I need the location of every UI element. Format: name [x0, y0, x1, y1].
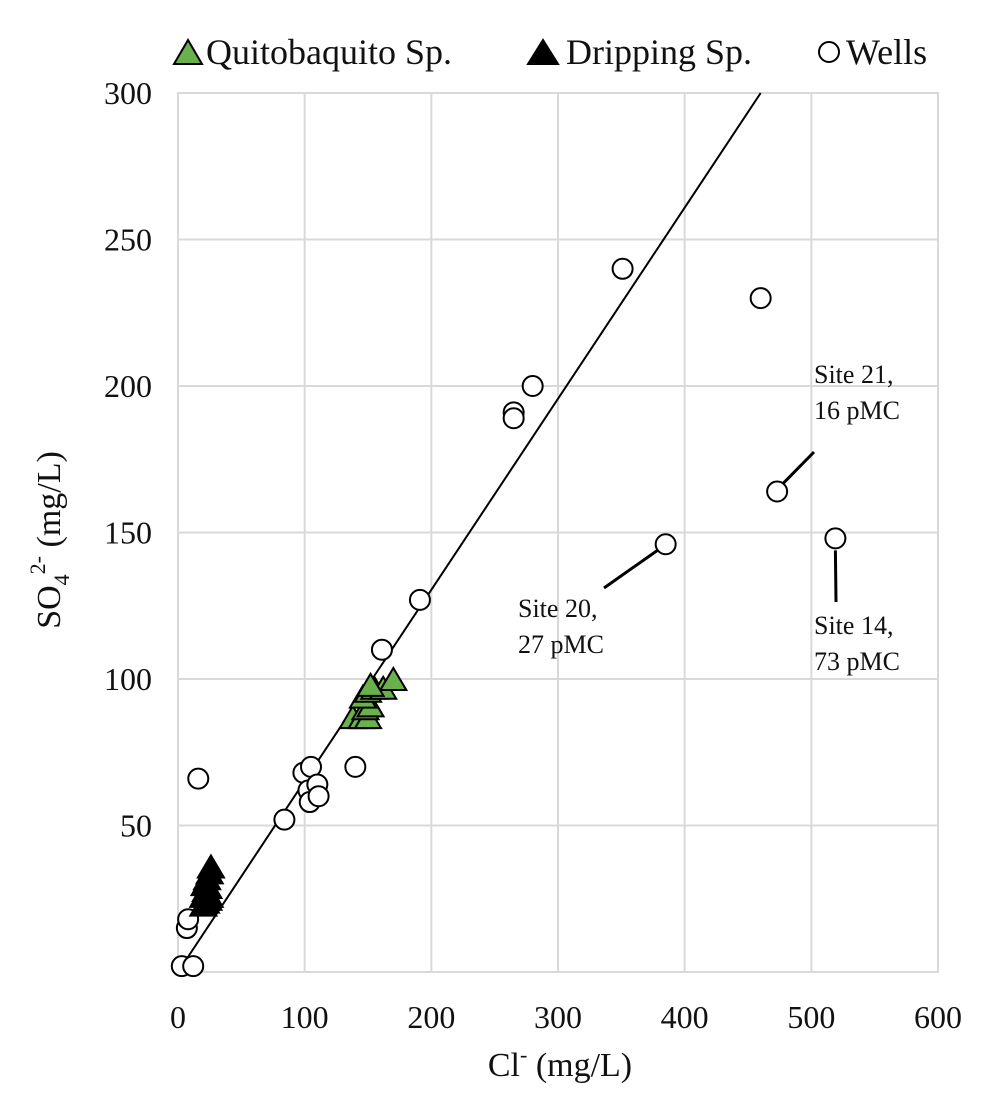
- annotation-label: 27 pMC: [518, 630, 604, 659]
- data-point-wells: [502, 407, 525, 430]
- annotation-leader-line: [833, 550, 838, 603]
- x-tick-label: 200: [407, 999, 455, 1035]
- legend-label-quitobaquito: Quitobaquito Sp.: [206, 32, 452, 72]
- data-point-dripping: [194, 882, 225, 908]
- legend-item-wells: Wells: [818, 32, 927, 72]
- legend-green-triangle-icon: [172, 38, 204, 65]
- annotation-label: Site 21,: [814, 360, 893, 389]
- data-point-quitobaquito: [355, 671, 386, 697]
- data-point-wells: [273, 808, 296, 831]
- legend-label-wells: Wells: [846, 32, 927, 72]
- x-tick-label: 400: [661, 999, 709, 1035]
- data-point-dripping: [196, 853, 226, 879]
- data-point-wells: [521, 375, 544, 397]
- x-axis-title: Cl- (mg/L): [488, 1042, 632, 1084]
- y-tick-labels: 50 100 150 200 250 300: [104, 75, 152, 844]
- x-tick-label: 500: [787, 999, 835, 1035]
- x-tick-label: 0: [170, 999, 186, 1035]
- y-tick-label: 300: [104, 75, 152, 111]
- y-tick-label: 200: [104, 368, 152, 404]
- data-point-quitobaquito: [378, 666, 409, 691]
- data-point-wells: [307, 785, 330, 808]
- legend: Quitobaquito Sp. Dripping Sp. Wells: [172, 32, 927, 72]
- annotation-label: Site 20,: [518, 594, 597, 623]
- y-tick-label: 250: [104, 222, 152, 258]
- legend-item-quitobaquito: Quitobaquito Sp.: [172, 32, 452, 72]
- data-point-wells: [824, 527, 847, 550]
- annotation-label: Site 14,: [814, 611, 893, 640]
- y-tick-label: 100: [104, 661, 152, 697]
- x-tick-label: 300: [534, 999, 582, 1035]
- legend-label-dripping: Dripping Sp.: [566, 32, 752, 72]
- data-point-wells: [611, 257, 634, 280]
- annotation-label: 16 pMC: [814, 396, 900, 425]
- y-tick-label: 50: [120, 808, 152, 844]
- x-tick-label: 600: [914, 999, 962, 1035]
- data-point-wells: [344, 755, 367, 778]
- data-point-wells: [370, 638, 393, 661]
- legend-circle-icon: [818, 41, 840, 63]
- grid-layer: [177, 92, 939, 973]
- data-points: [170, 257, 847, 978]
- annotation-label: 73 pMC: [814, 647, 900, 676]
- data-point-wells: [766, 480, 789, 503]
- annotation-leader-line: [782, 450, 816, 485]
- y-tick-label: 150: [104, 515, 152, 551]
- data-point-wells: [654, 533, 677, 556]
- data-point-wells: [182, 955, 205, 978]
- data-point-wells: [408, 588, 431, 611]
- legend-item-dripping: Dripping Sp.: [526, 32, 752, 72]
- x-tick-label: 100: [281, 999, 329, 1035]
- legend-black-triangle-icon: [526, 38, 560, 65]
- annotations: Site 20, 27 pMC Site 21, 16 pMC Site 14, 73 p…: [518, 360, 900, 676]
- x-tick-labels: 0 100 200 300 400 500 600: [170, 999, 962, 1035]
- annotation-leader-line: [603, 548, 659, 590]
- y-axis-title: SO42- (mg/L): [25, 451, 74, 629]
- data-point-wells: [749, 287, 772, 310]
- data-point-wells: [187, 767, 210, 790]
